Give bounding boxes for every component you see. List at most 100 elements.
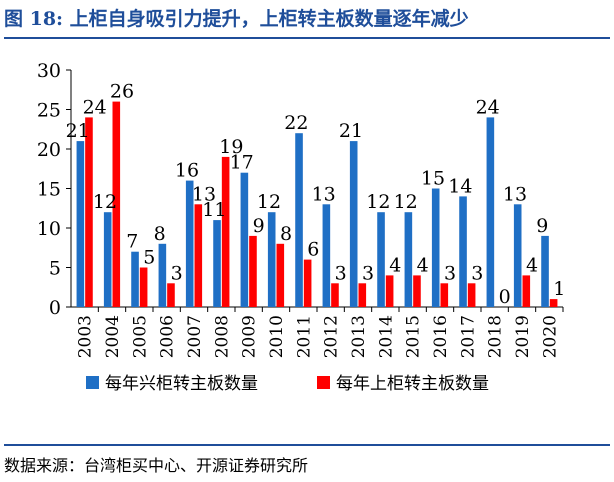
bar-otc-2007 (194, 204, 203, 307)
data-label-emerging-2016: 15 (421, 168, 445, 190)
bar-emerging-2003 (76, 141, 85, 307)
x-tick-label: 2005 (130, 315, 150, 358)
bar-emerging-2015 (404, 212, 413, 307)
data-label-emerging-2012: 13 (312, 183, 336, 205)
y-tick-label: 5 (49, 258, 61, 280)
bar-otc-2014 (385, 275, 394, 307)
x-tick-label: 2013 (349, 315, 369, 358)
bar-otc-2004 (112, 101, 121, 307)
x-tick-label: 2004 (103, 315, 123, 358)
data-label-emerging-2011: 22 (284, 112, 308, 134)
data-label-emerging-2020: 9 (536, 215, 548, 237)
bar-emerging-2012 (322, 204, 331, 307)
bar-emerging-2013 (349, 141, 358, 307)
bar-otc-2017 (467, 283, 476, 307)
bar-emerging-2009 (240, 172, 249, 307)
bar-emerging-2019 (513, 204, 522, 307)
x-tick-label: 2009 (240, 315, 260, 358)
bar-emerging-2016 (431, 188, 440, 307)
data-label-otc-2007: 13 (192, 183, 216, 205)
bar-emerging-2020 (541, 235, 549, 307)
y-tick-label: 25 (37, 100, 61, 122)
data-label-emerging-2004: 12 (93, 191, 117, 213)
data-label-otc-2003: 24 (83, 96, 107, 118)
chart-data-labels: 2124122675831613111917912822613321312412… (66, 81, 566, 308)
data-label-emerging-2017: 14 (448, 175, 472, 197)
data-label-emerging-2007: 16 (175, 160, 199, 182)
data-label-otc-2019: 4 (526, 254, 538, 276)
data-label-emerging-2006: 8 (154, 223, 166, 245)
data-label-otc-2005: 5 (143, 247, 155, 269)
data-label-otc-2015: 4 (417, 254, 429, 276)
data-label-otc-2020: 1 (553, 278, 565, 300)
data-label-emerging-2018: 24 (476, 96, 500, 118)
legend-label-otc: 每年上柜转主板数量 (336, 374, 489, 394)
bar-emerging-2010 (267, 212, 276, 307)
y-tick-label: 30 (37, 60, 61, 82)
data-label-emerging-2010: 12 (257, 191, 281, 213)
bar-otc-2009 (249, 235, 257, 307)
bar-otc-2008 (221, 156, 230, 307)
source-rule (4, 444, 610, 446)
data-label-emerging-2019: 13 (503, 183, 527, 205)
data-label-emerging-2015: 12 (394, 191, 418, 213)
bar-otc-2012 (331, 283, 339, 307)
x-tick-label: 2010 (267, 315, 287, 358)
x-tick-label: 2003 (76, 315, 96, 358)
legend-label-emerging: 每年兴柜转主板数量 (105, 374, 258, 394)
data-label-otc-2016: 3 (444, 262, 456, 284)
x-tick-label: 2014 (376, 315, 396, 358)
bar-emerging-2018 (486, 117, 495, 308)
bar-otc-2019 (522, 275, 531, 307)
x-tick-label: 2011 (294, 315, 314, 358)
x-tick-label: 2006 (158, 315, 178, 358)
bar-emerging-2006 (158, 243, 167, 307)
x-tick-label: 2019 (513, 315, 533, 358)
data-label-otc-2006: 3 (171, 262, 183, 284)
bar-otc-2006 (167, 283, 175, 307)
data-label-emerging-2008: 11 (202, 199, 226, 221)
data-label-otc-2004: 26 (110, 81, 134, 103)
data-label-otc-2013: 3 (362, 262, 374, 284)
bar-otc-2015 (413, 275, 421, 307)
figure-title: 图 18: 上柜自身吸引力提升，上柜转主板数量逐年减少 (4, 8, 469, 30)
chart-legend: 每年兴柜转主板数量 每年上柜转主板数量 (86, 374, 489, 394)
chart-bars (76, 101, 558, 308)
data-label-emerging-2009: 17 (230, 152, 254, 174)
data-label-otc-2009: 9 (253, 215, 265, 237)
bar-emerging-2005 (131, 251, 139, 307)
bar-emerging-2014 (377, 212, 385, 307)
bar-otc-2013 (358, 283, 367, 307)
legend-swatch-emerging (86, 376, 99, 389)
data-label-emerging-2005: 7 (126, 231, 138, 253)
bar-otc-2020 (549, 299, 558, 307)
data-label-otc-2011: 6 (307, 239, 319, 261)
y-tick-label: 15 (37, 179, 61, 201)
x-tick-label: 2020 (540, 315, 560, 358)
y-tick-label: 0 (49, 297, 61, 319)
bar-otc-2011 (303, 259, 312, 307)
x-tick-label: 2008 (212, 315, 232, 358)
data-label-otc-2018: 0 (499, 286, 511, 308)
x-tick-label: 2016 (431, 315, 451, 358)
x-tick-label: 2018 (486, 315, 506, 358)
bar-otc-2005 (139, 267, 148, 307)
bar-otc-2016 (440, 283, 449, 307)
source-note: 数据来源：台湾柜买中心、开源证券研究所 (4, 456, 309, 475)
data-label-emerging-2013: 21 (339, 120, 363, 142)
data-label-otc-2017: 3 (471, 262, 483, 284)
chart-x-ticks: 2003 2004 2005 2006 2007 2008 2009 2010 2011 2012… (76, 307, 564, 358)
x-tick-label: 2015 (404, 315, 424, 358)
data-label-emerging-2014: 12 (366, 191, 390, 213)
data-label-otc-2012: 3 (335, 262, 347, 284)
data-label-otc-2010: 8 (280, 223, 292, 245)
x-tick-label: 2017 (458, 315, 478, 358)
bar-emerging-2004 (103, 212, 112, 307)
legend-swatch-otc (317, 376, 330, 389)
x-tick-label: 2012 (322, 315, 342, 358)
data-label-otc-2008: 19 (219, 136, 243, 158)
y-tick-label: 10 (37, 218, 61, 240)
x-tick-label: 2007 (185, 315, 205, 358)
data-label-otc-2014: 4 (389, 254, 401, 276)
